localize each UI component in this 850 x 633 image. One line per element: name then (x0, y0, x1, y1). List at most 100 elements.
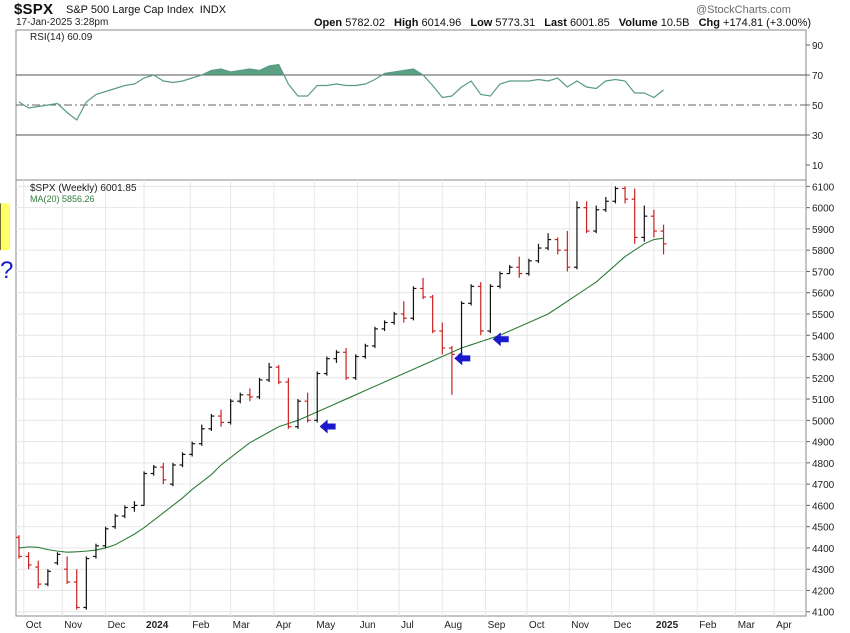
ohlc-bar (16, 535, 22, 559)
ohlc-bar (54, 552, 61, 565)
ohlc-bar (150, 464, 157, 476)
rsi-tick-label: 50 (812, 101, 824, 112)
support-arrows (319, 332, 509, 434)
x-axis-label: Dec (108, 620, 126, 631)
rsi-tick-label: 30 (812, 131, 824, 142)
ohlc-bar (477, 282, 484, 336)
ohlc-bar (583, 201, 590, 234)
ohlc-bar (218, 409, 225, 427)
price-tick-label: 6000 (812, 204, 835, 215)
x-axis-label: 2025 (656, 620, 679, 631)
x-axis-label: Apr (276, 620, 292, 631)
ohlc-bar (362, 343, 369, 359)
price-tick-label: 4100 (812, 608, 835, 619)
x-axis-label: Jul (401, 620, 414, 631)
ohlc-bar (285, 377, 292, 429)
x-axis-label: Mar (738, 620, 756, 631)
x-axis-label: Dec (614, 620, 632, 631)
symbol-title: $SPX (14, 1, 54, 18)
support-arrow-icon (319, 419, 336, 434)
ohlc-bar (525, 258, 532, 276)
ohlc-bar (83, 556, 90, 610)
ohlc-bar (650, 209, 657, 238)
ohlc-bar (25, 552, 32, 570)
ohlc-bar (237, 392, 244, 404)
ohlc-bar (323, 356, 330, 376)
ohlc-bar (179, 452, 186, 468)
ohlc-bar (545, 233, 552, 251)
ma-legend-label: MA(20) 5856.26 (30, 194, 95, 204)
x-axis-label: 2024 (146, 620, 169, 631)
ohlc-bar (121, 505, 128, 519)
x-axis-label: Feb (192, 620, 210, 631)
x-axis: Oct Nov Dec 2024 Feb Mar Apr May Jun Jul Aug Sep Oct… (26, 620, 793, 631)
ohlc-bar (535, 243, 542, 263)
ohlc-bar (208, 413, 215, 431)
price-grid (16, 180, 806, 616)
x-axis-label: Nov (571, 620, 589, 631)
ohlc-bar (448, 345, 455, 395)
price-tick-label: 6100 (812, 182, 835, 193)
price-tick-label: 4700 (812, 480, 835, 491)
ohlc-bar (160, 462, 167, 485)
price-tick-label: 4600 (812, 501, 835, 512)
ma20-line (18, 237, 664, 553)
ohlc-bar (400, 301, 407, 323)
chart-datetime: 17-Jan-2025 3:28pm (16, 17, 109, 28)
ohlc-bar (246, 388, 253, 402)
symbol-description: S&P 500 Large Cap Index INDX (66, 4, 227, 16)
price-tick-label: 4200 (812, 586, 835, 597)
ohlc-bar (506, 265, 513, 275)
ohlc-bar (554, 237, 561, 255)
ohlc-bar (266, 362, 273, 383)
watermark: @StockCharts.com (696, 4, 791, 16)
price-tick-label: 5800 (812, 246, 835, 257)
ohlc-bar (44, 569, 51, 587)
price-bars (0, 186, 667, 610)
ohlc-bar (131, 501, 138, 512)
ohlc-bar (641, 205, 648, 242)
question-mark: ? (0, 257, 13, 284)
x-axis-label: Oct (529, 620, 545, 631)
ohlc-bar (420, 277, 427, 300)
ohlc-stats: Open 5782.02 High 6014.96 Low 5773.31 La… (314, 17, 812, 29)
price-tick-label: 4500 (812, 523, 835, 534)
ohlc-bar (227, 399, 234, 425)
x-axis-label: May (316, 620, 335, 631)
ohlc-bar (275, 365, 282, 385)
ohlc-bar (314, 371, 321, 423)
x-axis-label: Aug (444, 620, 462, 631)
ohlc-bar (343, 348, 350, 380)
price-tick-label: 4300 (812, 565, 835, 576)
x-axis-label: Sep (488, 620, 506, 631)
price-tick-label: 5000 (812, 416, 835, 427)
price-tick-label: 5100 (812, 395, 835, 406)
price-tick-label: 5900 (812, 225, 835, 236)
x-axis-label: Mar (233, 620, 251, 631)
ohlc-bar (189, 441, 196, 457)
rsi-overbought-fill (201, 64, 424, 75)
price-tick-label: 5400 (812, 331, 835, 342)
support-arrow-icon (454, 351, 471, 366)
ohlc-bar (35, 560, 42, 589)
rsi-label: RSI(14) 60.09 (30, 32, 93, 43)
ohlc-bar (439, 322, 446, 355)
ohlc-bar (169, 462, 176, 487)
price-tick-label: 4900 (812, 438, 835, 449)
price-tick-label: 5200 (812, 374, 835, 385)
price-axis-ticks: 4100 4200 4300 4400 4500 4600 4700 4800 4900 5000… (806, 182, 835, 619)
x-axis-label: Apr (776, 620, 792, 631)
ohlc-bar (468, 284, 475, 306)
ohlc-bar (429, 294, 436, 334)
ohlc-bar (381, 320, 388, 332)
ohlc-bar (573, 201, 580, 270)
ohlc-bar (660, 224, 667, 255)
price-panel-frame (15, 179, 807, 617)
x-axis-label: Oct (26, 620, 42, 631)
ohlc-bar (256, 377, 263, 400)
rsi-tick-label: 70 (812, 71, 824, 82)
ohlc-bar (102, 526, 109, 548)
price-tick-label: 4800 (812, 459, 835, 470)
ohlc-bar (497, 271, 503, 289)
x-axis-label: Nov (64, 620, 82, 631)
